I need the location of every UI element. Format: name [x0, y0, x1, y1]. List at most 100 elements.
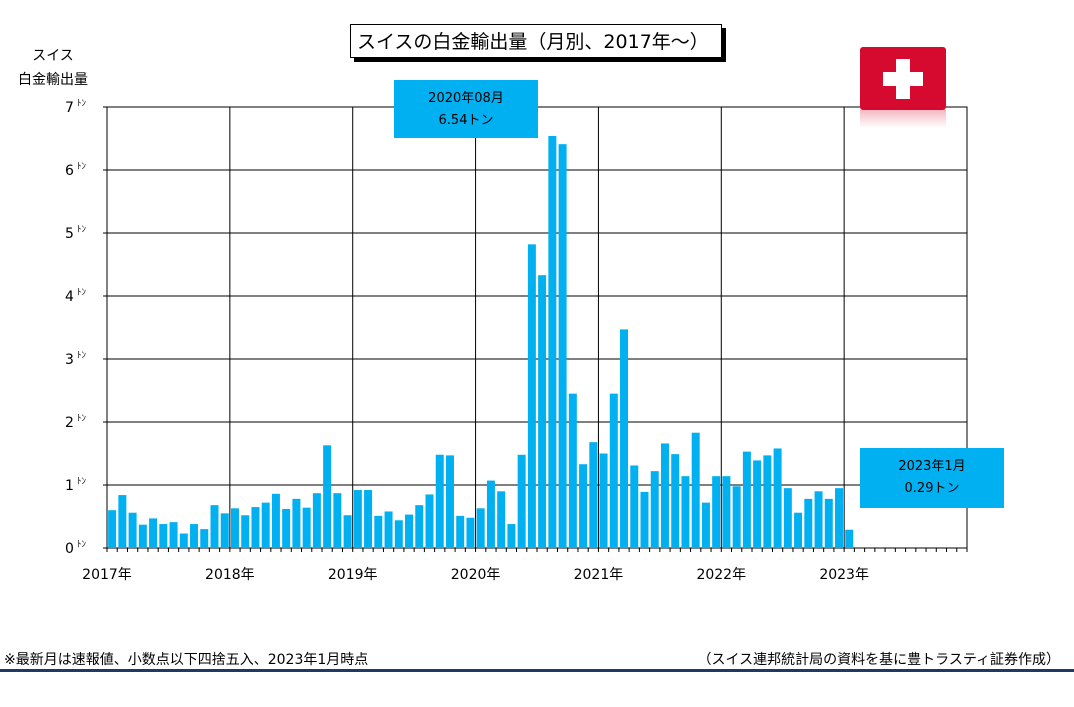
bottom-divider	[0, 669, 1074, 672]
bar-2018-06	[282, 508, 291, 548]
y-tick-unit: ﾄﾝ	[77, 225, 87, 235]
bar-2021-08	[671, 454, 680, 548]
bar-2021-07	[660, 443, 669, 548]
bar-2022-03	[742, 451, 751, 548]
bar-2019-04	[384, 511, 393, 548]
bar-2022-08	[794, 512, 803, 548]
peak-annotation-date: 2020年08月	[428, 91, 504, 106]
bar-2018-11	[333, 493, 342, 548]
bar-2022-11	[824, 498, 833, 548]
bar-2017-05	[149, 518, 158, 548]
peak-annotation-value: 6.54トン	[438, 113, 494, 128]
y-tick-label: 7	[65, 100, 74, 116]
bar-2019-09	[435, 454, 444, 548]
plot-frame	[106, 106, 968, 549]
y-tick-label: 2	[65, 415, 74, 431]
bar-2020-06	[527, 244, 536, 548]
x-tick-label: 2019年	[328, 567, 378, 583]
swiss-flag-icon	[860, 47, 946, 110]
x-tick-label: 2020年	[451, 567, 501, 583]
y-tick-unit: ﾄﾝ	[77, 288, 87, 298]
y-axis-label-line1: スイス	[32, 48, 74, 64]
bar-2022-06	[773, 448, 782, 548]
bar-2020-09	[558, 144, 567, 549]
y-tick-label: 0	[65, 541, 74, 557]
bar-2019-12	[466, 517, 475, 548]
bar-2021-05	[640, 491, 649, 548]
bar-2018-05	[271, 493, 280, 548]
x-tick-label: 2017年	[82, 567, 132, 583]
bar-2022-07	[783, 488, 792, 548]
bar-2022-10	[814, 491, 823, 548]
y-tick-unit: ﾄﾝ	[77, 351, 87, 361]
bar-2019-02	[364, 490, 373, 548]
x-tick-label: 2023年	[819, 567, 869, 583]
bar-2019-11	[456, 515, 465, 548]
bar-2023-01	[845, 529, 854, 548]
bar-2017-10	[200, 529, 209, 548]
latest-annotation-date: 2023年1月	[898, 459, 966, 474]
bar-2017-07	[169, 522, 178, 548]
footnote: ※最新月は速報値、小数点以下四捨五入、2023年1月時点	[4, 652, 369, 668]
bar-2019-03	[374, 515, 383, 548]
latest-annotation: 2023年1月 0.29トン	[860, 448, 1004, 508]
bar-2019-01	[353, 490, 362, 548]
bar-2020-07	[538, 275, 547, 548]
bar-2022-12	[835, 488, 844, 548]
bar-2020-03	[497, 491, 506, 548]
bar-2018-12	[343, 515, 352, 548]
y-axis-label-line2: 白金輸出量	[18, 72, 88, 88]
bar-2020-04	[507, 524, 516, 548]
bar-2020-10	[568, 393, 577, 548]
y-tick-unit: ﾄﾝ	[77, 162, 87, 172]
bar-2018-03	[251, 507, 260, 548]
bar-2022-05	[763, 455, 772, 548]
bar-2019-07	[415, 505, 424, 548]
y-tick-label: 4	[65, 289, 74, 305]
bar-2021-03	[620, 329, 629, 548]
bar-2018-08	[302, 507, 311, 548]
x-tick-label: 2018年	[205, 567, 255, 583]
bar-2020-05	[517, 454, 526, 548]
bar-2022-01	[722, 476, 731, 548]
bar-2017-02	[118, 495, 127, 548]
bar-2021-01	[599, 453, 608, 548]
bar-2021-04	[630, 465, 639, 548]
bar-2021-10	[691, 432, 700, 548]
y-tick-unit: ﾄﾝ	[77, 99, 87, 109]
y-tick-unit: ﾄﾝ	[77, 540, 87, 550]
bar-2019-05	[394, 520, 403, 548]
bar-2020-08	[548, 135, 557, 549]
y-tick-label: 5	[65, 226, 74, 242]
bar-2018-10	[323, 445, 332, 548]
bar-2017-04	[138, 524, 147, 548]
bar-2019-08	[425, 494, 434, 548]
bar-2018-09	[312, 493, 321, 548]
y-axis-label: スイス 白金輸出量	[8, 44, 98, 92]
bar-2021-12	[712, 476, 721, 548]
bar-2018-04	[261, 502, 270, 548]
bar-2021-02	[609, 393, 618, 548]
bar-2021-06	[650, 471, 659, 548]
bar-2017-09	[190, 524, 199, 548]
bar-2017-08	[179, 533, 188, 548]
bar-2020-12	[589, 442, 598, 548]
y-tick-label: 3	[65, 352, 74, 368]
latest-annotation-value: 0.29トン	[904, 481, 960, 496]
bar-2017-12	[220, 513, 229, 548]
bar-2019-10	[445, 455, 454, 548]
y-tick-label: 1	[65, 478, 74, 494]
source-note: （スイス連邦統計局の資料を基に豊トラスティ証券作成）	[697, 652, 1060, 668]
x-tick-label: 2022年	[696, 567, 746, 583]
bar-2018-02	[241, 515, 250, 548]
bar-2020-11	[579, 464, 588, 548]
peak-annotation: 2020年08月 6.54トン	[394, 80, 538, 138]
bar-2018-01	[230, 508, 239, 548]
x-tick-label: 2021年	[574, 567, 624, 583]
y-tick-unit: ﾄﾝ	[77, 414, 87, 424]
bar-2017-06	[159, 524, 168, 548]
flag-reflection	[860, 110, 946, 128]
bar-2017-11	[210, 505, 219, 548]
bar-2019-06	[405, 514, 414, 548]
